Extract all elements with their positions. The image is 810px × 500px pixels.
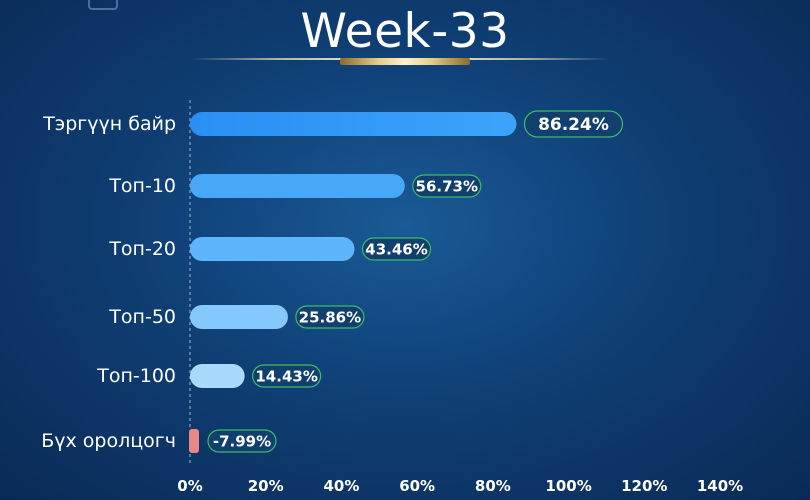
data-label-pill bbox=[361, 237, 432, 261]
data-label-pill bbox=[295, 305, 365, 329]
category-label: Тэргүүн байр bbox=[42, 113, 176, 135]
bar bbox=[190, 112, 517, 136]
x-tick-label: 40% bbox=[323, 477, 359, 495]
bar bbox=[190, 237, 355, 261]
data-label: 43.46% bbox=[365, 240, 427, 258]
bar bbox=[190, 364, 245, 388]
x-tick-label: 100% bbox=[545, 477, 591, 495]
data-label: 56.73% bbox=[416, 177, 478, 195]
category-label: Топ-50 bbox=[108, 306, 176, 328]
category-label: Топ-10 bbox=[108, 175, 176, 197]
title-accent-bar bbox=[340, 58, 470, 65]
page-title: Week-33 bbox=[300, 4, 510, 59]
data-label-pill bbox=[412, 174, 482, 198]
category-label: Топ-100 bbox=[96, 365, 176, 387]
x-tick-label: 20% bbox=[248, 477, 284, 495]
category-label: Топ-20 bbox=[108, 238, 176, 260]
bar bbox=[190, 305, 288, 329]
x-tick-label: 80% bbox=[475, 477, 511, 495]
data-label: 25.86% bbox=[299, 308, 361, 326]
x-tick-label: 0% bbox=[177, 477, 202, 495]
data-label: 14.43% bbox=[255, 367, 317, 385]
data-label: -7.99% bbox=[213, 432, 271, 450]
data-label-pill bbox=[523, 110, 624, 138]
bar bbox=[189, 429, 199, 453]
data-label-pill bbox=[207, 429, 277, 453]
category-label: Бүх оролцогч bbox=[41, 430, 176, 452]
x-tick-label: 120% bbox=[621, 477, 667, 495]
data-label-pill bbox=[252, 364, 322, 388]
bar bbox=[190, 174, 405, 198]
x-tick-label: 140% bbox=[697, 477, 743, 495]
x-tick-label: 60% bbox=[399, 477, 435, 495]
data-label: 86.24% bbox=[538, 115, 609, 135]
logo-icon bbox=[88, 0, 118, 10]
